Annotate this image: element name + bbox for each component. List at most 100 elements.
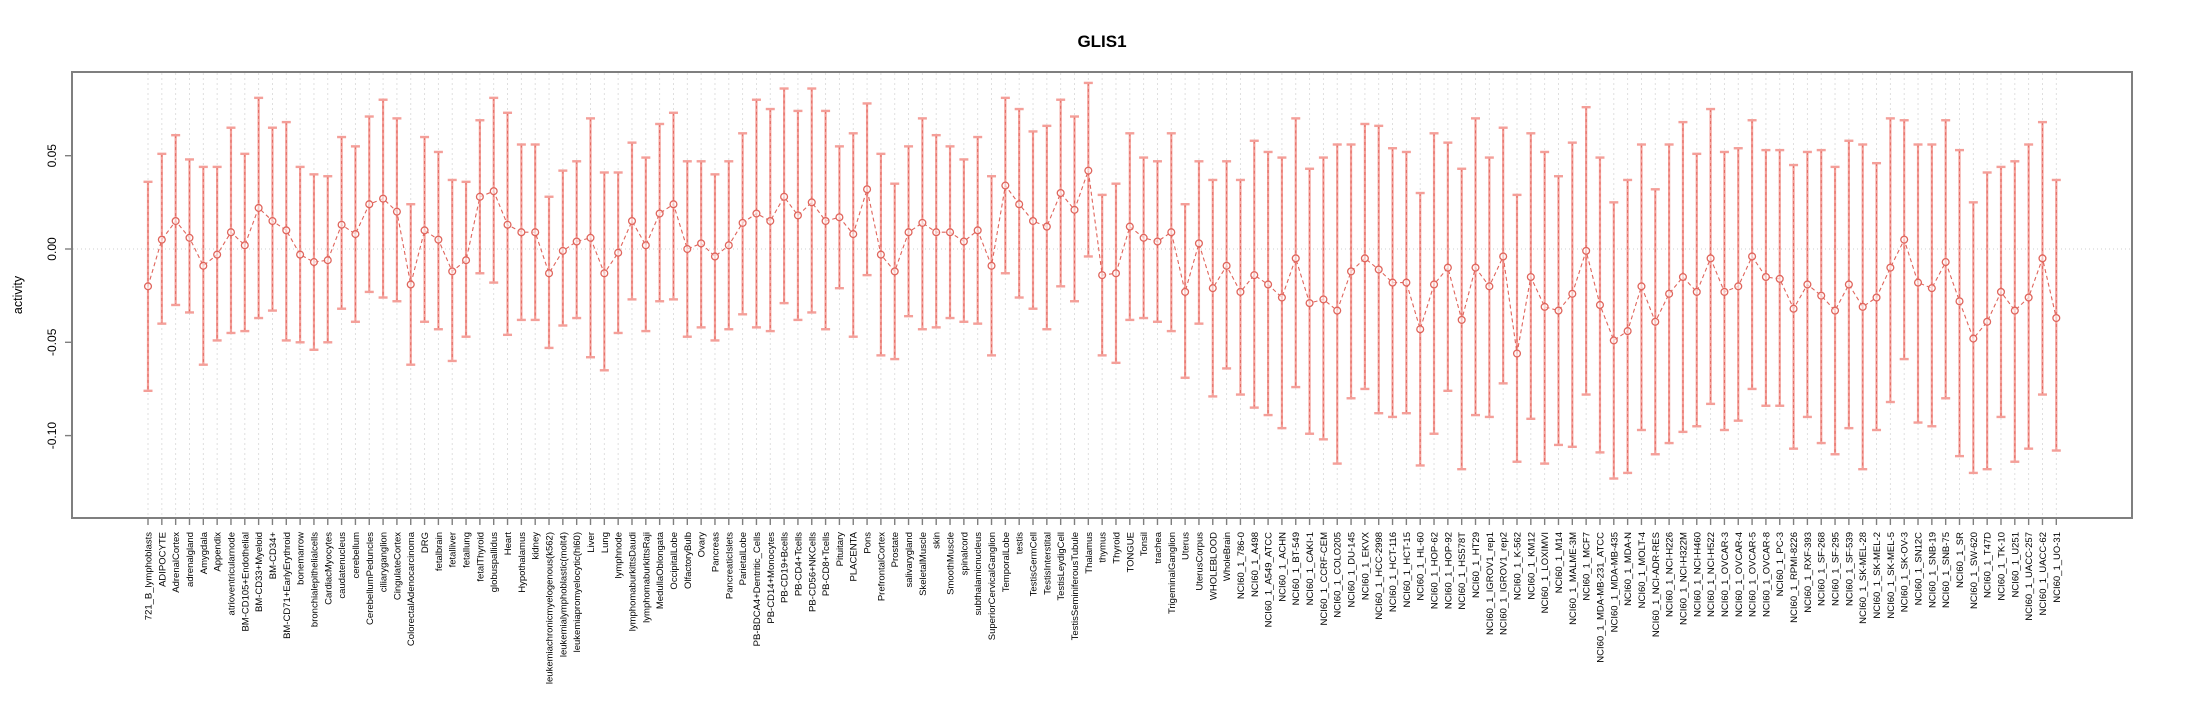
data-point: [1886, 263, 1895, 272]
data-point: [420, 226, 429, 235]
data-point: [1554, 306, 1563, 315]
x-tick-label: lymphomaburkittsDaudi: [627, 532, 638, 631]
x-tick-label: NCI60_1_ACHN: [1277, 532, 1288, 602]
x-tick-label: NCI60_1_MALME-3M: [1568, 532, 1579, 625]
x-tick-label: AdrenalCortex: [171, 532, 182, 593]
data-point: [1416, 325, 1425, 334]
x-tick-label: Pancreas: [710, 532, 721, 572]
x-tick-label: NCI60_1_MDA-N: [1623, 532, 1634, 606]
data-point: [1595, 300, 1605, 310]
data-point: [1222, 261, 1231, 270]
x-tick-label: Lung: [600, 532, 611, 553]
data-point: [1526, 272, 1535, 282]
error-bar: [1512, 193, 1522, 463]
x-tick-label: NCI60_1_OVCAR-4: [1734, 532, 1745, 617]
data-point: [1070, 205, 1079, 214]
data-point: [669, 200, 678, 209]
data-point: [1748, 252, 1757, 261]
x-tick-label: globuspallidus: [489, 532, 500, 592]
data-point: [973, 226, 982, 235]
data-point: [296, 250, 305, 259]
data-point: [724, 241, 733, 250]
data-point: [1706, 254, 1715, 263]
data-point: [1236, 287, 1245, 296]
data-point: [1927, 284, 1936, 293]
data-point: [1996, 287, 2006, 296]
x-tick-label: UterusCorpus: [1194, 532, 1205, 591]
data-point: [780, 192, 789, 201]
data-point: [904, 228, 913, 237]
x-tick-label: WHOLEBLOOD: [1208, 532, 1219, 600]
data-point: [1111, 269, 1121, 278]
data-point: [226, 228, 236, 237]
x-tick-label: NCI60_1_SF-539: [1844, 532, 1855, 606]
x-tick-label: lymphomaburkittsRaji: [641, 532, 652, 623]
x-tick-label: adrenalgland: [185, 532, 196, 587]
data-point: [586, 233, 595, 242]
data-point: [1872, 293, 1881, 302]
x-tick-label: NCI60_1_HCC-2998: [1374, 532, 1385, 620]
data-point: [683, 244, 692, 254]
data-point: [1678, 272, 1687, 282]
data-point: [1457, 315, 1466, 324]
x-tick-label: leukemiachronicmyelogenous(k562): [545, 532, 556, 684]
x-tick-label: leukemiapromyelocytic(hl60): [572, 532, 583, 652]
data-point: [863, 185, 872, 194]
x-tick-label: Ovary: [697, 532, 708, 558]
error-bar: [1623, 178, 1633, 475]
data-point: [392, 207, 401, 216]
x-tick-label: cerebellum: [351, 532, 362, 579]
x-tick-label: NCI60_1_HCT-15: [1402, 532, 1413, 608]
x-tick-label: SmoothMuscle: [946, 532, 957, 595]
x-tick-label: TestisInterstital: [1042, 532, 1053, 595]
data-point: [531, 228, 540, 237]
x-tick-label: PB-CD56+NKCells: [807, 532, 818, 612]
data-point: [1720, 287, 1729, 296]
x-tick-label: ciliaryganglion: [379, 532, 390, 592]
x-tick-label: NCI60_1_SK-OV-3: [1900, 532, 1911, 612]
data-point: [1015, 200, 1024, 209]
x-tick-label: NCI60_1_SNB-75: [1941, 532, 1952, 608]
x-tick-label: NCI60_1_SF-295: [1831, 532, 1842, 606]
x-tick-label: NCI60_1_SK-MEL-5: [1886, 532, 1897, 619]
y-axis-label: activity: [11, 275, 25, 314]
error-bar: [1235, 178, 1245, 396]
data-point: [2024, 293, 2033, 302]
data-point: [1181, 287, 1190, 296]
x-tick-label: SuperiorCervicalGanglion: [987, 532, 998, 640]
y-tick-label: -0.10: [45, 422, 59, 450]
x-tick-label: atrioventricularnode: [226, 532, 237, 615]
x-tick-label: Pituitary: [835, 532, 846, 567]
data-point: [1623, 327, 1632, 336]
x-tick-label: NCI60_1_UO-31: [2052, 532, 2063, 603]
x-tick-label: PrefrontalCortex: [876, 532, 887, 601]
data-point: [614, 248, 623, 257]
x-tick-label: spinalcord: [959, 532, 970, 575]
data-point: [1042, 222, 1051, 231]
x-tick-label: NCI60_1_TK-10: [1996, 532, 2007, 601]
x-tick-label: OlfactoryBulb: [683, 532, 694, 589]
x-axis-ticks: [147, 518, 2058, 525]
x-tick-label: NCI60_1_SNB-19: [1927, 532, 1938, 608]
x-tick-label: TestisSeminiferousTubule: [1070, 532, 1081, 640]
data-point: [475, 192, 484, 201]
y-tick-label: -0.05: [45, 328, 59, 356]
x-tick-label: fetalliver: [448, 532, 459, 567]
x-tick-label: PLACENTA: [849, 531, 860, 581]
x-tick-label: SkeletalMuscle: [918, 532, 929, 596]
data-point: [1817, 291, 1826, 300]
x-tick-label: NCI60_1_MOLT-4: [1637, 532, 1648, 608]
data-point: [1983, 317, 1992, 326]
x-tick-label: NCI60_1_HCT-116: [1388, 532, 1399, 612]
x-tick-label: fetallung: [462, 532, 473, 568]
data-point: [1540, 302, 1549, 311]
x-tick-label: kidney: [531, 532, 542, 560]
error-bar: [1885, 117, 1895, 404]
x-tick-label: NCI60_1_A498: [1250, 532, 1261, 597]
data-point: [1913, 278, 1923, 287]
x-tick-label: NCI60_1_SK-MEL-2: [1872, 532, 1883, 619]
data-point: [1568, 289, 1577, 298]
data-point: [738, 218, 747, 227]
x-tick-label: OccipitalLobe: [669, 532, 680, 590]
